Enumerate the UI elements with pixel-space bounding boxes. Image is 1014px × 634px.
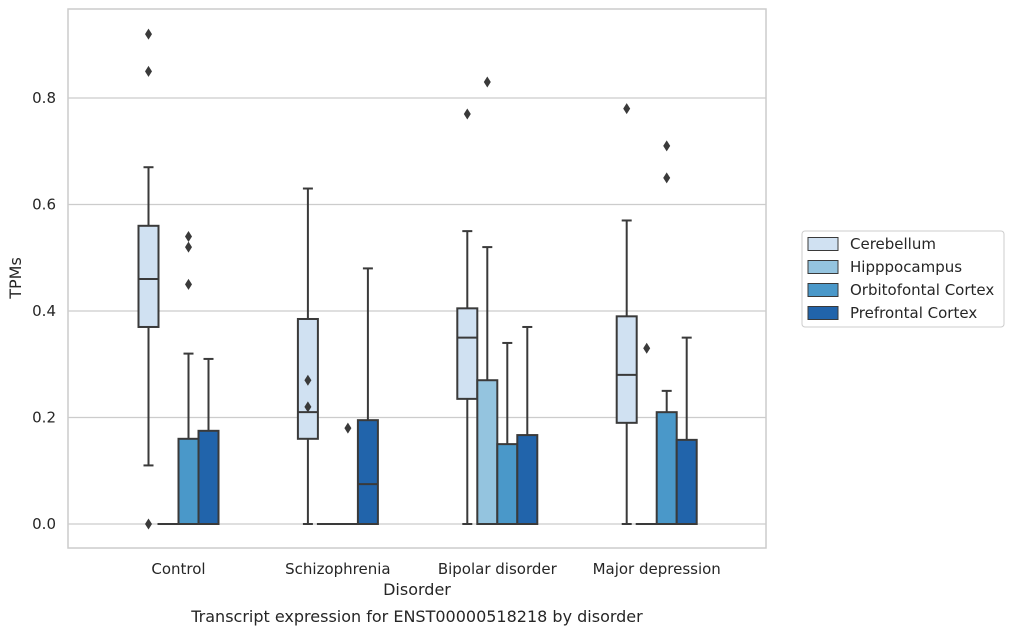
y-tick-label: 0.8 xyxy=(32,89,56,107)
outlier-point xyxy=(463,108,471,120)
outlier-point xyxy=(145,65,152,77)
legend-swatch xyxy=(807,260,839,274)
box-0-3 xyxy=(615,103,638,525)
x-tick-label: Bipolar disorder xyxy=(438,560,558,578)
outlier-point xyxy=(483,76,491,88)
box-iqr xyxy=(675,438,698,525)
outlier-point xyxy=(304,374,312,386)
outlier-point xyxy=(643,342,651,354)
box-0-1 xyxy=(296,187,319,525)
outlier-point xyxy=(185,241,192,253)
y-tick-label: 0.2 xyxy=(32,409,56,427)
x-tick-labels: Control Schizophrenia Bipolar disorder Majo… xyxy=(151,560,720,578)
plot-frame xyxy=(67,8,767,549)
box-3-2 xyxy=(516,325,539,526)
legend-frame xyxy=(801,230,1005,328)
box-iqr xyxy=(516,434,539,526)
outlier-point xyxy=(185,230,192,242)
legend-label: Prefrontal Cortex xyxy=(850,304,977,322)
outlier-point xyxy=(663,140,671,152)
box-iqr xyxy=(496,443,519,525)
legend-swatch xyxy=(807,283,839,297)
box-0-2 xyxy=(456,108,479,525)
box-iqr xyxy=(456,307,479,400)
y-tick-label: 0.0 xyxy=(32,515,56,533)
figure-caption: Transcript expression for ENST0000051821… xyxy=(190,607,643,626)
legend-label: Orbitofontal Cortex xyxy=(850,281,994,299)
box-series xyxy=(137,28,698,530)
box-iqr xyxy=(177,437,200,525)
box-2-2 xyxy=(496,341,519,525)
box-0-0 xyxy=(137,28,160,530)
box-iqr xyxy=(137,224,160,328)
box-3-0 xyxy=(197,357,220,525)
legend-label: Cerebellum xyxy=(850,235,936,253)
outlier-point xyxy=(185,278,192,290)
y-tick-label: 0.4 xyxy=(32,302,56,320)
y-tick-label: 0.6 xyxy=(32,196,56,214)
legend-label: Hipppocampus xyxy=(850,258,962,276)
legend-swatch xyxy=(807,237,839,251)
box-iqr xyxy=(197,429,220,525)
y-axis-label: TPMs xyxy=(6,257,25,300)
box-iqr xyxy=(655,411,678,525)
box-3-1 xyxy=(356,267,379,526)
outlier-point xyxy=(344,422,352,434)
box-iqr xyxy=(615,315,638,424)
legend: Cerebellum Hipppocampus Orbitofontal Corte… xyxy=(801,230,1005,328)
x-tick-label: Control xyxy=(151,560,205,578)
outlier-point xyxy=(663,172,671,184)
outlier-point xyxy=(145,28,152,40)
box-iqr xyxy=(356,419,379,526)
x-tick-label: Schizophrenia xyxy=(285,560,390,578)
outlier-point xyxy=(623,103,631,115)
x-tick-label: Major depression xyxy=(593,560,721,578)
box-iqr xyxy=(476,379,499,525)
y-tick-labels: 0.0 0.2 0.4 0.6 0.8 xyxy=(32,89,56,533)
legend-swatch xyxy=(807,306,839,320)
outlier-point xyxy=(304,401,312,413)
x-axis-label: Disorder xyxy=(383,580,451,599)
outlier-point xyxy=(145,518,152,530)
box-2-1 xyxy=(336,422,359,526)
box-3-3 xyxy=(675,336,698,525)
